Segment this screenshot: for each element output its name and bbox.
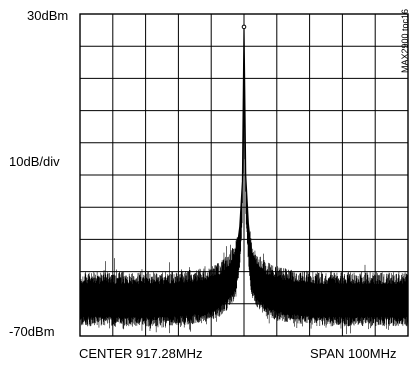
scale-label: 10dB/div xyxy=(9,154,60,169)
plot-frame xyxy=(79,13,409,337)
center-frequency-label: CENTER 917.28MHz xyxy=(79,346,203,361)
bottom-level-label: -70dBm xyxy=(9,324,55,339)
ref-level-label: 30dBm xyxy=(27,8,69,23)
peak-marker xyxy=(241,24,247,30)
spectrum-trace xyxy=(80,24,408,286)
span-label: SPAN 100MHz xyxy=(310,346,397,361)
